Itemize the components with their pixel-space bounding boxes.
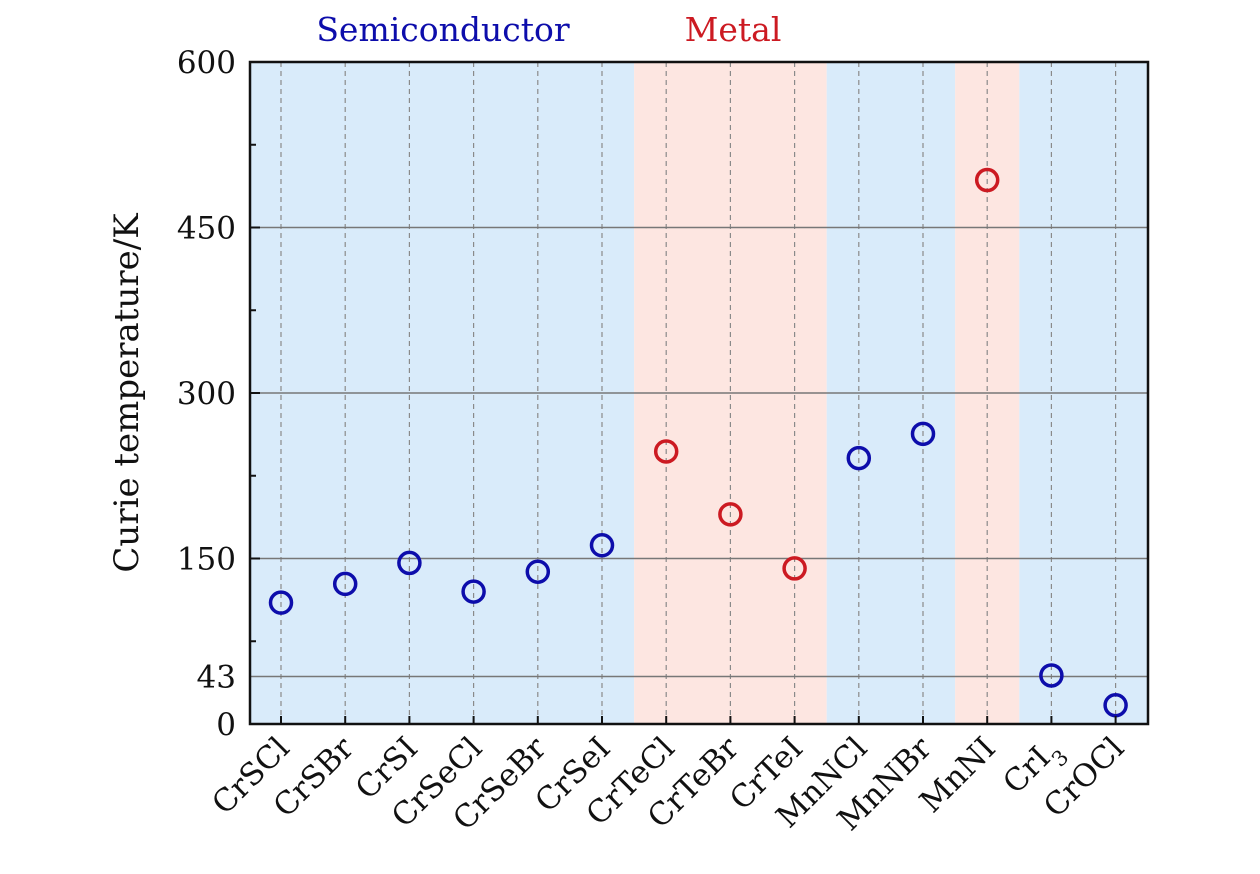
data-point-crtebr bbox=[718, 502, 743, 527]
data-point-crsi bbox=[397, 550, 422, 576]
data-point-crsebr bbox=[525, 559, 551, 584]
data-point-crsbr bbox=[332, 571, 358, 597]
data-point-crtei bbox=[782, 556, 807, 581]
data-point-mnnbr bbox=[910, 421, 936, 447]
data-point-crsecl bbox=[461, 579, 486, 604]
x-tick-label: CrOCl bbox=[1037, 730, 1131, 824]
data-point-cri3 bbox=[1039, 663, 1064, 688]
region-label-semiconductor: Semiconductor bbox=[316, 10, 570, 49]
data-points bbox=[268, 167, 1128, 718]
data-point-crsei bbox=[589, 533, 615, 558]
y-tick-label: 600 bbox=[177, 45, 236, 81]
region-label-metal: Metal bbox=[685, 10, 782, 49]
y-axis-title: Curie temperature/K bbox=[107, 213, 147, 573]
y-tick-label: 0 bbox=[216, 707, 236, 743]
y-tick-label: 43 bbox=[197, 660, 236, 696]
data-point-crtecl bbox=[653, 439, 679, 464]
y-tick-label: 300 bbox=[177, 376, 236, 412]
data-point-crscl bbox=[268, 590, 294, 615]
data-point-crocl bbox=[1103, 692, 1128, 718]
data-point-mnni bbox=[974, 167, 1000, 193]
data-point-mnncl bbox=[846, 445, 872, 471]
axis-ticks bbox=[250, 61, 1117, 725]
y-tick-label: 450 bbox=[177, 211, 236, 247]
gridlines bbox=[250, 62, 1148, 724]
y-tick-label: 150 bbox=[177, 542, 236, 578]
